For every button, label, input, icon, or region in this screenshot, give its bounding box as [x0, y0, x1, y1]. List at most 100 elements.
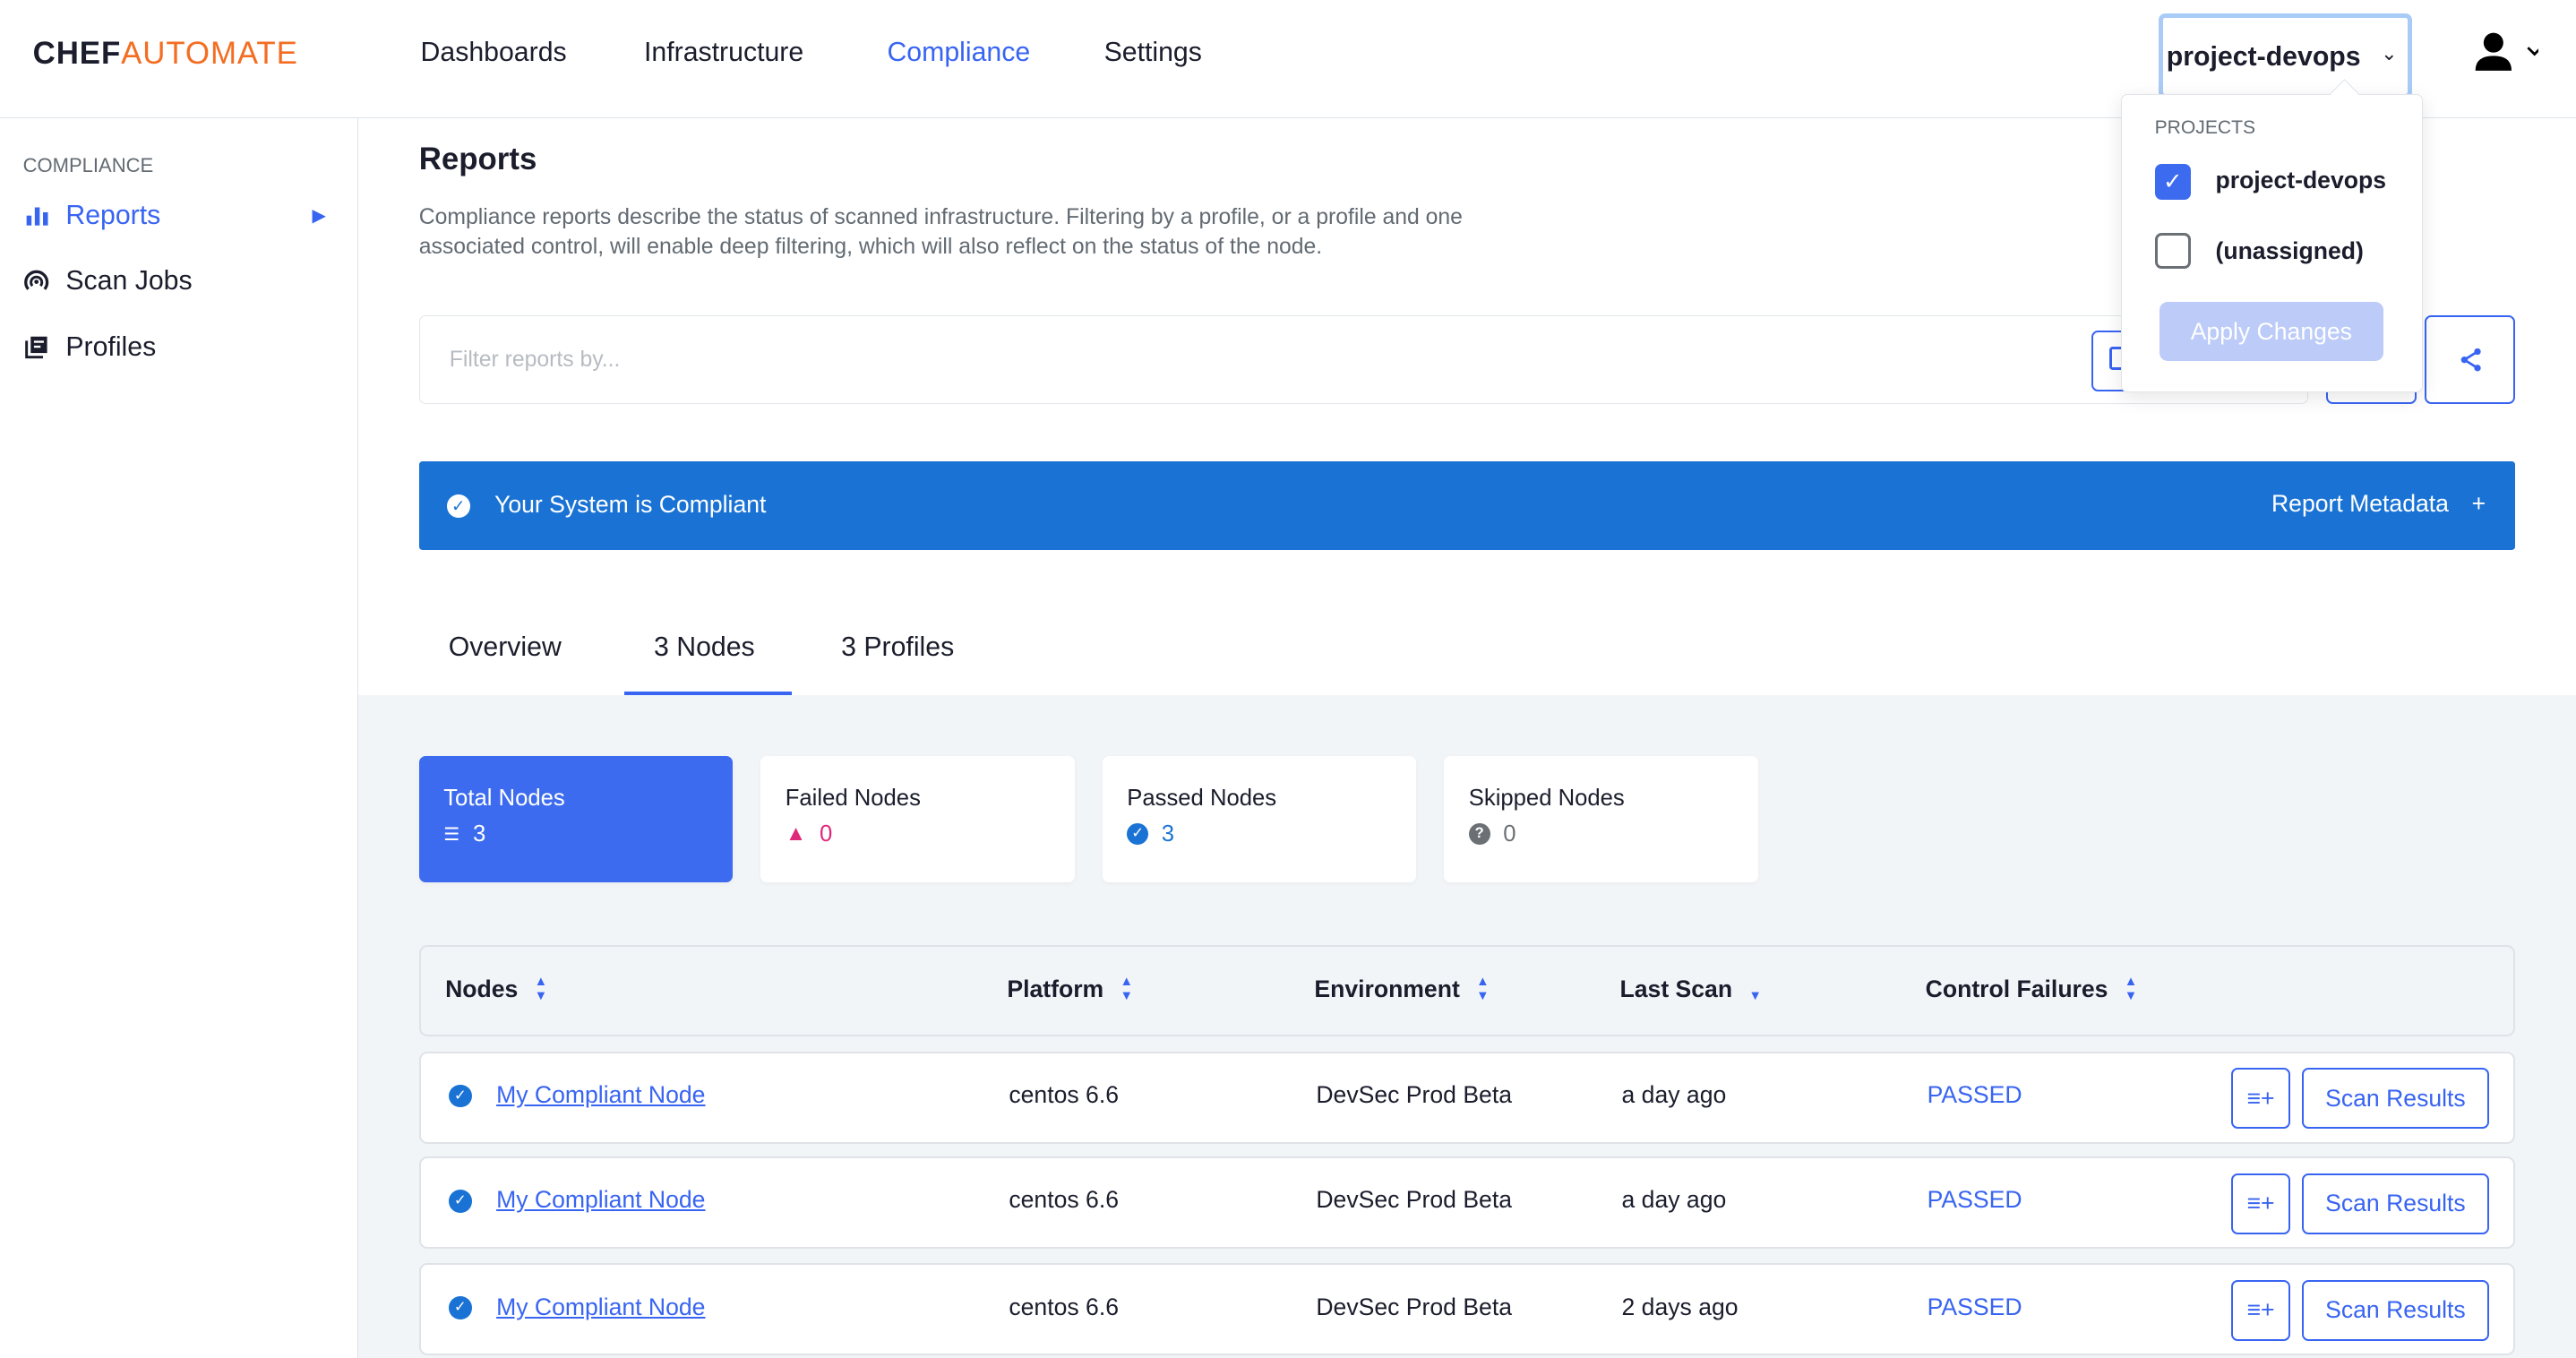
- sidebar-item-label: Scan Jobs: [65, 266, 193, 297]
- stat-label: Skipped Nodes: [1468, 785, 1625, 811]
- status-cell: PASSED: [1927, 1186, 2022, 1214]
- check-circle-icon: ✓: [448, 1190, 472, 1213]
- sidebar-item-profiles[interactable]: Profiles: [23, 331, 157, 363]
- column-label: Last Scan: [1619, 975, 1733, 1002]
- stat-value: 0: [1503, 821, 1516, 847]
- environment-cell: DevSec Prod Beta: [1316, 1293, 1512, 1320]
- environment-cell: DevSec Prod Beta: [1316, 1081, 1512, 1109]
- sidebar-section-compliance: COMPLIANCE: [22, 154, 154, 177]
- chevron-down-icon: [2527, 47, 2543, 56]
- scan-results-button[interactable]: Scan Results: [2301, 1173, 2489, 1234]
- dropdown-heading: PROJECTS: [2154, 117, 2256, 139]
- book-icon: [24, 336, 47, 358]
- page-title: Reports: [418, 141, 537, 176]
- stat-label: Failed Nodes: [785, 785, 921, 811]
- apply-changes-button[interactable]: Apply Changes: [2160, 301, 2383, 361]
- stat-total-nodes[interactable]: Total Nodes ☰ 3: [418, 755, 734, 882]
- page-description: Compliance reports describe the status o…: [418, 204, 1463, 259]
- sort-icon: ▲ ▼: [534, 974, 548, 1004]
- stat-value: 3: [1161, 821, 1175, 847]
- stat-label: Passed Nodes: [1127, 785, 1277, 811]
- help-circle-icon: ?: [1468, 823, 1490, 846]
- tab-nodes[interactable]: 3 Nodes: [654, 632, 755, 663]
- scan-results-button[interactable]: Scan Results: [2301, 1068, 2489, 1130]
- check-circle-icon: ✓: [1127, 823, 1149, 846]
- column-label: Platform: [1007, 975, 1104, 1002]
- share-button[interactable]: [2425, 315, 2516, 405]
- report-metadata-label: Report Metadata: [2271, 489, 2449, 517]
- stat-failed-nodes[interactable]: Failed Nodes ▲ 0: [760, 755, 1075, 882]
- column-last-scan[interactable]: Last Scan ▲▼: [1620, 975, 1762, 1004]
- last-scan-cell: a day ago: [1621, 1081, 1727, 1109]
- compliance-banner: ✓ Your System is Compliant Report Metada…: [418, 461, 2516, 551]
- nav-settings[interactable]: Settings: [1103, 38, 1202, 68]
- nav-compliance[interactable]: Compliance: [887, 38, 1031, 68]
- node-link[interactable]: My Compliant Node: [496, 1293, 706, 1320]
- platform-cell: centos 6.6: [1009, 1293, 1119, 1320]
- caret-right-icon: ▶: [312, 206, 326, 227]
- option-label[interactable]: (unassigned): [2215, 237, 2364, 265]
- check-circle-icon: ✓: [448, 1296, 472, 1319]
- last-scan-cell: a day ago: [1621, 1186, 1727, 1214]
- user-menu[interactable]: [2472, 30, 2543, 82]
- sidebar: [0, 118, 358, 1358]
- sidebar-item-label: Profiles: [65, 331, 157, 362]
- status-cell: PASSED: [1927, 1293, 2022, 1320]
- check-circle-icon: ✓: [448, 1084, 472, 1108]
- add-to-list-button[interactable]: ≡+: [2231, 1279, 2291, 1341]
- sort-desc-icon: ▲▼: [1748, 989, 1762, 1004]
- share-icon: [2460, 348, 2481, 372]
- stat-passed-nodes[interactable]: Passed Nodes ✓ 3: [1102, 755, 1417, 882]
- chef-automate-logo[interactable]: CHEFAUTOMATE: [33, 36, 298, 72]
- node-link[interactable]: My Compliant Node: [496, 1081, 706, 1109]
- sidebar-item-reports[interactable]: Reports ▶: [23, 201, 335, 231]
- chevron-down-icon: ⌄: [2381, 42, 2398, 65]
- column-platform[interactable]: Platform ▲ ▼: [1007, 975, 1133, 1004]
- sort-icon: ▲ ▼: [2124, 974, 2138, 1004]
- playlist-add-icon: ≡+: [2246, 1190, 2275, 1217]
- checkbox-project-devops[interactable]: ✓: [2154, 163, 2191, 200]
- add-to-list-button[interactable]: ≡+: [2231, 1068, 2291, 1130]
- platform-cell: centos 6.6: [1009, 1081, 1119, 1109]
- plus-icon: +: [2471, 489, 2486, 517]
- nav-dashboards[interactable]: Dashboards: [420, 38, 567, 68]
- table-row: ✓ My Compliant Node centos 6.6 DevSec Pr…: [418, 1156, 2516, 1249]
- sidebar-item-scan-jobs[interactable]: Scan Jobs: [23, 266, 193, 297]
- checkbox-unassigned[interactable]: [2154, 232, 2191, 269]
- project-selector-label: project-devops: [2166, 42, 2361, 73]
- environment-cell: DevSec Prod Beta: [1316, 1186, 1512, 1214]
- stat-skipped-nodes[interactable]: Skipped Nodes? 0: [1444, 755, 1758, 882]
- sort-icon: ▲ ▼: [1476, 974, 1490, 1004]
- option-label[interactable]: project-devops: [2215, 167, 2386, 194]
- warning-icon: ▲: [785, 821, 807, 847]
- playlist-add-icon: ≡+: [2246, 1084, 2275, 1112]
- stat-label: Total Nodes: [443, 785, 565, 811]
- status-cell: PASSED: [1927, 1081, 2022, 1109]
- stat-value: 3: [472, 821, 486, 847]
- table-header: [418, 944, 2516, 1037]
- logo-automate: AUTOMATE: [121, 36, 298, 72]
- column-nodes[interactable]: Nodes ▲ ▼: [445, 975, 547, 1004]
- report-metadata-toggle[interactable]: Report Metadata +: [2271, 490, 2486, 518]
- stat-value: 0: [820, 821, 833, 847]
- projects-dropdown: PROJECTS ✓ project-devops (unassigned) A…: [2120, 93, 2424, 393]
- tab-overview[interactable]: Overview: [448, 632, 562, 663]
- node-link[interactable]: My Compliant Node: [496, 1186, 706, 1214]
- logo-chef: CHEF: [32, 36, 122, 72]
- column-control-failures[interactable]: Control Failures ▲ ▼: [1926, 975, 2138, 1004]
- scan-results-button[interactable]: Scan Results: [2301, 1279, 2489, 1341]
- banner-text: Your System is Compliant: [494, 491, 767, 519]
- sort-icon: ▲ ▼: [1120, 974, 1134, 1004]
- tab-profiles[interactable]: 3 Profiles: [841, 632, 955, 663]
- filter-input[interactable]: Filter reports by...: [418, 315, 2309, 405]
- project-selector[interactable]: project-devops ⌄: [2159, 13, 2412, 99]
- radar-icon: [23, 271, 48, 291]
- table-row: ✓ My Compliant Node centos 6.6 DevSec Pr…: [418, 1051, 2516, 1144]
- active-tab-indicator: [623, 692, 793, 697]
- column-label: Control Failures: [1925, 975, 2108, 1002]
- sidebar-item-label: Reports: [65, 200, 161, 230]
- check-circle-icon: ✓: [446, 494, 470, 518]
- nav-infrastructure[interactable]: Infrastructure: [644, 38, 804, 68]
- column-environment[interactable]: Environment ▲ ▼: [1314, 975, 1489, 1004]
- add-to-list-button[interactable]: ≡+: [2231, 1173, 2291, 1234]
